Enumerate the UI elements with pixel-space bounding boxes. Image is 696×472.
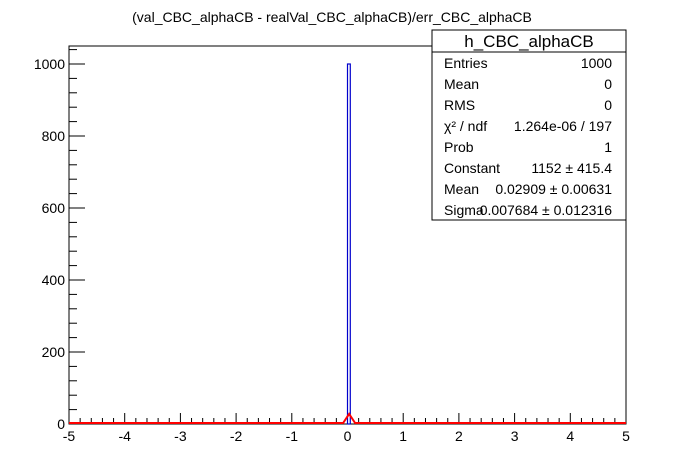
y-tick-label: 1000 xyxy=(34,56,65,72)
fit-curve xyxy=(69,412,626,424)
stats-row-value: 1 xyxy=(604,139,612,155)
fit-curve-line xyxy=(69,412,626,424)
histogram-bar xyxy=(346,63,351,425)
stats-row-value: 0 xyxy=(604,76,612,92)
y-tick-label: 800 xyxy=(42,128,66,144)
chart-title: (val_CBC_alphaCB - realVal_CBC_alphaCB)/… xyxy=(132,9,532,25)
stats-row-label: Prob xyxy=(444,139,474,155)
x-tick-label: -4 xyxy=(118,428,131,444)
stats-box-title: h_CBC_alphaCB xyxy=(464,32,593,51)
x-tick-label: 0 xyxy=(344,428,352,444)
x-tick-label: 2 xyxy=(455,428,463,444)
stats-row-value: 1000 xyxy=(581,55,612,71)
stats-row-label: Mean xyxy=(444,181,479,197)
x-tick-label: -1 xyxy=(286,428,299,444)
stats-row-label: RMS xyxy=(444,97,475,113)
y-tick-label: 600 xyxy=(42,200,66,216)
stats-row-value: 1.264e-06 / 197 xyxy=(514,118,612,134)
stats-rows: Entries 1000 Mean 0 RMS 0 χ² / ndf 1.264e-06 / … xyxy=(444,55,612,218)
x-tick-label: 5 xyxy=(622,428,630,444)
stats-row-value: 1152 ± 415.4 xyxy=(531,160,612,176)
histogram-bars xyxy=(346,63,351,425)
stats-row-label: Constant xyxy=(444,160,500,176)
stats-row-label: Sigma xyxy=(444,202,484,218)
x-tick-label: 3 xyxy=(511,428,519,444)
y-tick-label: 200 xyxy=(42,344,66,360)
x-tick-label: -2 xyxy=(230,428,243,444)
x-tick-label: -3 xyxy=(174,428,187,444)
stats-row-value: 0 xyxy=(604,97,612,113)
stats-row-value: 0.007684 ± 0.012316 xyxy=(480,202,612,218)
y-tick-label: 400 xyxy=(42,272,66,288)
stats-box: h_CBC_alphaCB Entries 1000 Mean 0 RMS 0 χ² / n… xyxy=(431,29,627,221)
stats-row-value: 0.02909 ± 0.00631 xyxy=(495,181,612,197)
stats-box-frame xyxy=(431,29,627,221)
y-tick-label: 0 xyxy=(57,416,65,432)
stats-row-label: Mean xyxy=(444,76,479,92)
x-tick-label: 4 xyxy=(566,428,574,444)
stats-row-label: Entries xyxy=(444,55,488,71)
stats-row-label: χ² / ndf xyxy=(444,118,487,134)
x-tick-label: 1 xyxy=(399,428,407,444)
x-tick-label: -5 xyxy=(63,428,76,444)
